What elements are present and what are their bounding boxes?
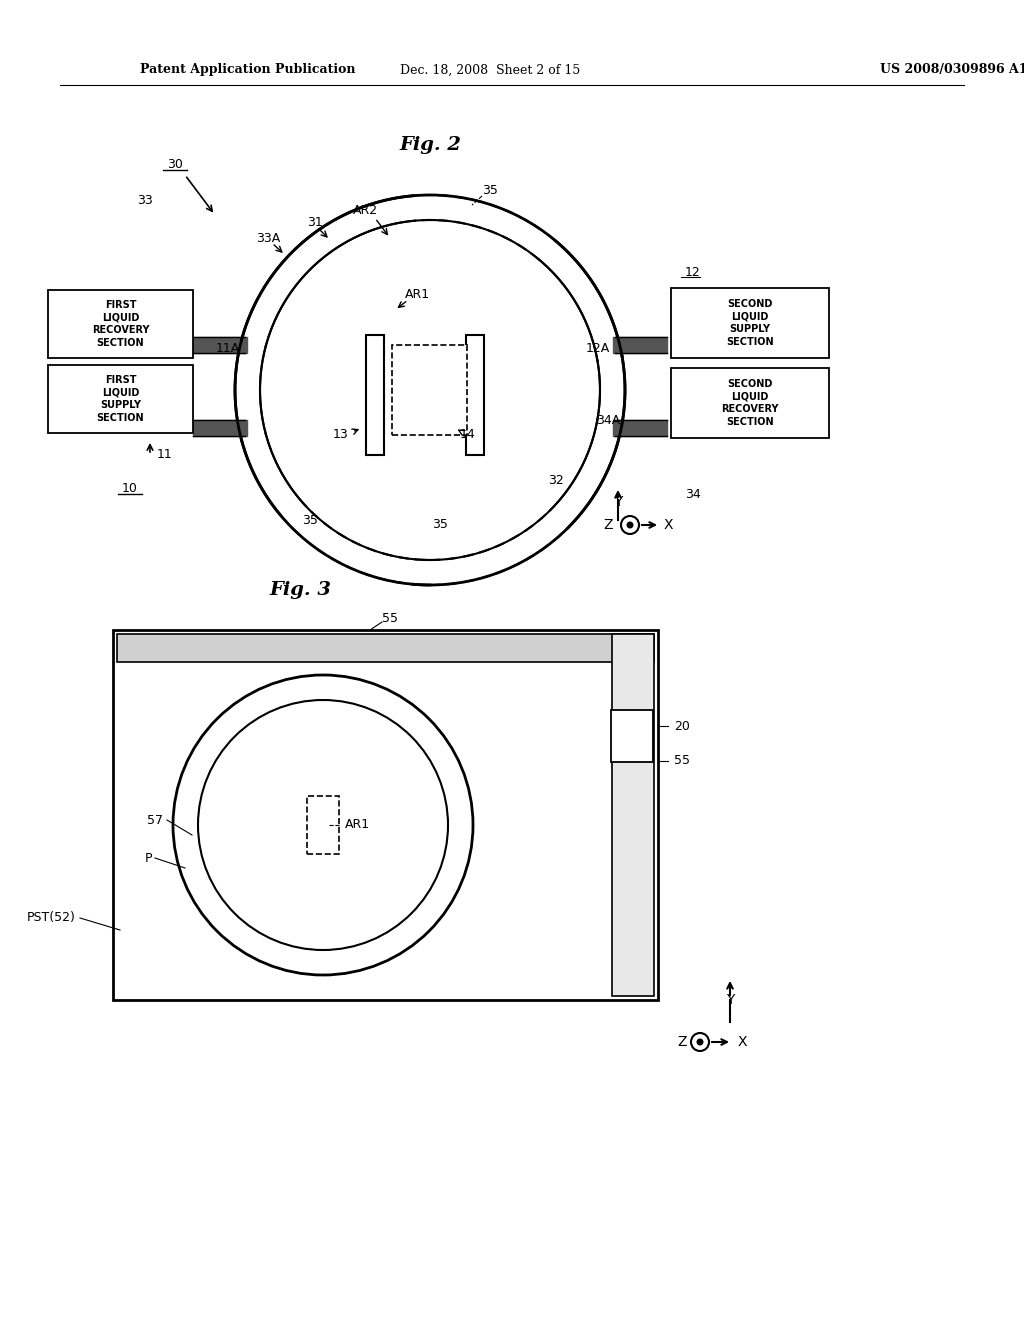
Text: Y: Y <box>726 993 734 1007</box>
Text: 35: 35 <box>432 519 447 532</box>
Text: 55: 55 <box>382 611 398 624</box>
Text: 32: 32 <box>548 474 564 487</box>
Text: 11: 11 <box>157 449 173 462</box>
Text: P: P <box>144 851 152 865</box>
FancyBboxPatch shape <box>48 290 193 358</box>
Text: X: X <box>737 1035 746 1049</box>
FancyBboxPatch shape <box>466 335 484 455</box>
Text: 57: 57 <box>147 813 163 826</box>
FancyBboxPatch shape <box>612 634 654 997</box>
Text: FIRST
LIQUID
RECOVERY
SECTION: FIRST LIQUID RECOVERY SECTION <box>92 301 150 347</box>
Text: 12: 12 <box>685 265 700 279</box>
Text: 33A: 33A <box>256 231 281 244</box>
FancyBboxPatch shape <box>117 634 654 663</box>
Text: AR2: AR2 <box>352 203 378 216</box>
FancyBboxPatch shape <box>113 630 658 1001</box>
Text: Fig. 3: Fig. 3 <box>269 581 331 599</box>
Text: Y: Y <box>613 495 623 510</box>
Text: SECOND
LIQUID
RECOVERY
SECTION: SECOND LIQUID RECOVERY SECTION <box>721 379 778 426</box>
Text: US 2008/0309896 A1: US 2008/0309896 A1 <box>880 63 1024 77</box>
Text: FIRST
LIQUID
SUPPLY
SECTION: FIRST LIQUID SUPPLY SECTION <box>96 375 144 422</box>
Text: AR1: AR1 <box>345 818 370 832</box>
FancyBboxPatch shape <box>307 796 339 854</box>
Text: Dec. 18, 2008  Sheet 2 of 15: Dec. 18, 2008 Sheet 2 of 15 <box>400 63 581 77</box>
Text: 34A: 34A <box>596 413 621 426</box>
Circle shape <box>627 521 634 528</box>
FancyBboxPatch shape <box>366 335 384 455</box>
Text: AR1: AR1 <box>406 289 430 301</box>
Text: 35: 35 <box>482 183 498 197</box>
Text: Z: Z <box>677 1035 687 1049</box>
Text: 31: 31 <box>307 215 323 228</box>
Text: PST(52): PST(52) <box>27 912 76 924</box>
Text: 14: 14 <box>460 429 476 441</box>
Text: 13: 13 <box>332 429 348 441</box>
Text: 12A: 12A <box>586 342 610 355</box>
Text: 11A: 11A <box>216 342 240 355</box>
Text: Z: Z <box>603 517 612 532</box>
Text: SECOND
LIQUID
SUPPLY
SECTION: SECOND LIQUID SUPPLY SECTION <box>726 300 774 347</box>
Circle shape <box>696 1039 703 1045</box>
FancyBboxPatch shape <box>671 288 829 358</box>
Text: 20: 20 <box>674 719 690 733</box>
FancyBboxPatch shape <box>392 345 467 436</box>
Text: 30: 30 <box>167 158 183 172</box>
Text: X: X <box>664 517 673 532</box>
Text: Patent Application Publication: Patent Application Publication <box>140 63 355 77</box>
FancyBboxPatch shape <box>48 366 193 433</box>
Text: 34: 34 <box>685 488 700 502</box>
Text: 33: 33 <box>137 194 153 206</box>
FancyBboxPatch shape <box>671 368 829 438</box>
FancyBboxPatch shape <box>611 710 653 762</box>
Text: 55: 55 <box>674 755 690 767</box>
Text: Fig. 2: Fig. 2 <box>399 136 461 154</box>
Text: 35: 35 <box>302 513 317 527</box>
Text: 10: 10 <box>122 482 138 495</box>
